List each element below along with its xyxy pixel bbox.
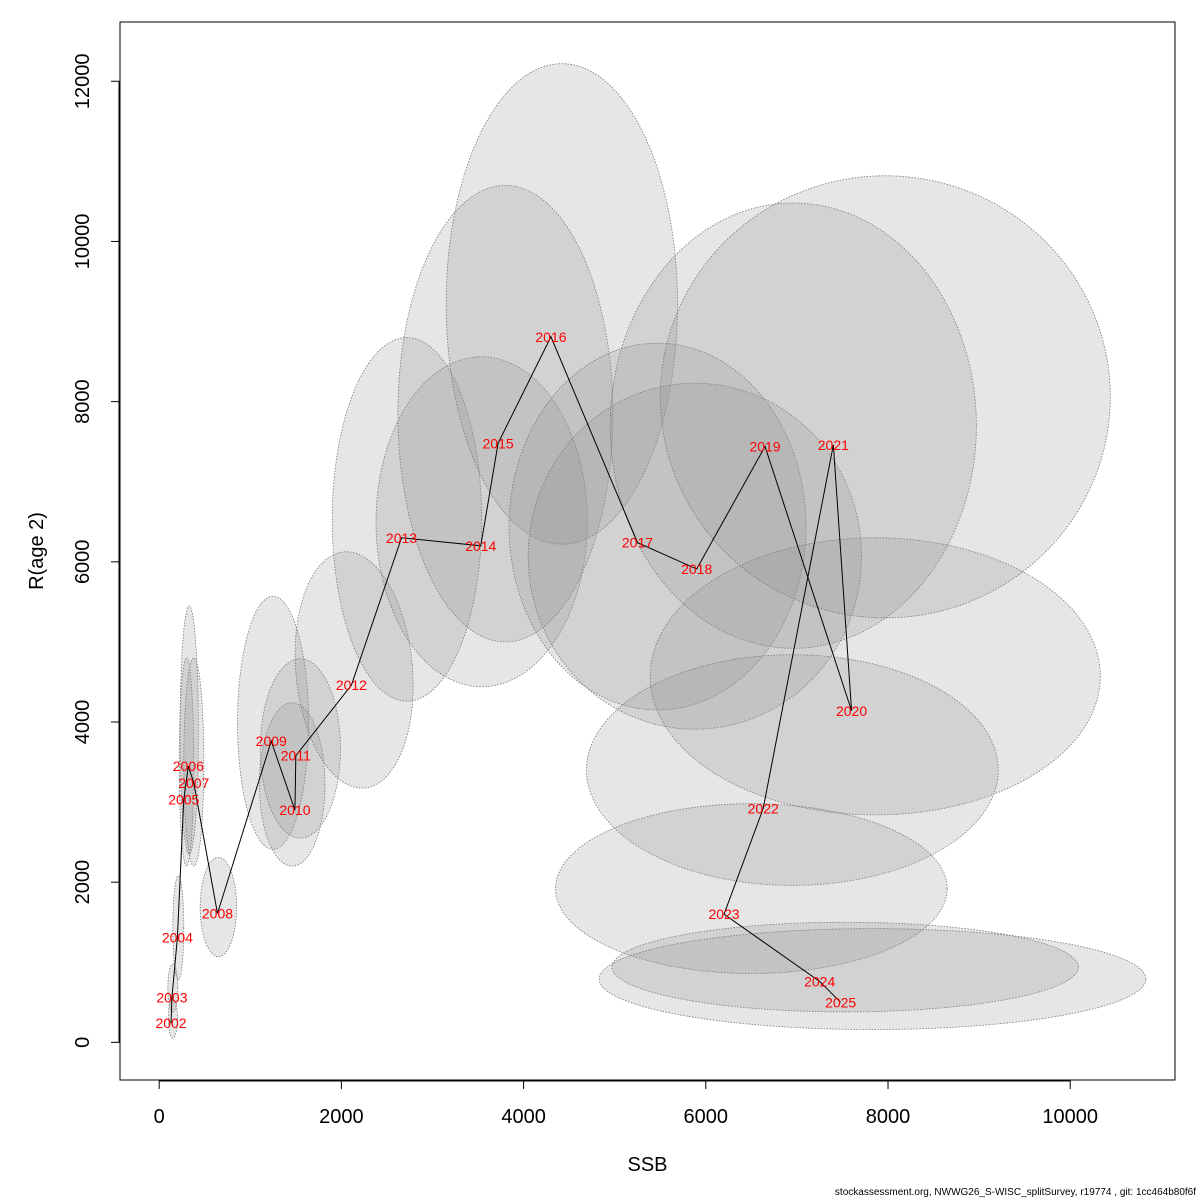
year-label-2019: 2019 xyxy=(749,438,780,454)
y-tick-label: 8000 xyxy=(72,379,94,424)
x-tick-label: 0 xyxy=(154,1106,165,1128)
trajectory-line xyxy=(170,335,853,1024)
x-tick-label: 10000 xyxy=(1042,1106,1098,1128)
ellipse-2017 xyxy=(508,342,807,711)
ellipse-2023 xyxy=(555,803,948,974)
year-label-2012: 2012 xyxy=(336,677,367,693)
year-label-2004: 2004 xyxy=(162,929,193,945)
ellipse-2013 xyxy=(331,337,483,702)
year-label-2013: 2013 xyxy=(386,530,417,546)
year-label-2025: 2025 xyxy=(825,994,856,1010)
year-label-2007: 2007 xyxy=(178,775,209,791)
y-axis-title: R(age 2) xyxy=(26,512,48,590)
ellipse-2014 xyxy=(375,356,588,688)
ellipse-2009 xyxy=(237,595,309,850)
year-label-2022: 2022 xyxy=(748,800,779,816)
year-label-2002: 2002 xyxy=(155,1015,186,1031)
year-label-2023: 2023 xyxy=(708,906,739,922)
ellipse-2016 xyxy=(445,63,678,545)
x-tick-label: 4000 xyxy=(501,1106,546,1128)
y-tick-label: 12000 xyxy=(72,53,94,109)
ellipse-2015 xyxy=(397,184,614,643)
year-label-2021: 2021 xyxy=(818,437,849,453)
year-label-2006: 2006 xyxy=(173,758,204,774)
year-label-2015: 2015 xyxy=(483,435,514,451)
ssb-recruitment-path xyxy=(170,335,853,1024)
confidence-ellipses xyxy=(167,63,1147,1039)
ellipse-2021 xyxy=(659,175,1111,619)
ellipse-2024 xyxy=(611,921,1079,1013)
ellipse-2007 xyxy=(183,657,205,867)
year-label-2014: 2014 xyxy=(465,538,496,554)
year-label-2003: 2003 xyxy=(156,990,187,1006)
x-tick-label: 6000 xyxy=(684,1106,729,1128)
year-label-2020: 2020 xyxy=(836,703,867,719)
y-tick-label: 10000 xyxy=(72,214,94,270)
ellipse-2010 xyxy=(258,702,326,867)
ellipse-2022 xyxy=(586,654,999,886)
year-label-2009: 2009 xyxy=(256,733,287,749)
y-tick-label: 2000 xyxy=(72,860,94,905)
plot-frame xyxy=(119,21,1176,1081)
year-label-2016: 2016 xyxy=(535,329,566,345)
year-label-2018: 2018 xyxy=(681,561,712,577)
footer-caption: stockassessment.org, NWWG26_S-WISC_split… xyxy=(834,1187,1196,1198)
y-tick-label: 4000 xyxy=(72,700,94,745)
ellipse-2025 xyxy=(598,928,1147,1030)
x-axis: 0 2000 4000 6000 8000 10000 xyxy=(154,1080,1098,1128)
y-tick-label: 6000 xyxy=(72,540,94,585)
year-label-2024: 2024 xyxy=(804,973,835,989)
year-label-2011: 2011 xyxy=(281,748,311,764)
year-label-2017: 2017 xyxy=(622,535,653,551)
x-axis-title: SSB xyxy=(627,1154,667,1176)
year-label-2010: 2010 xyxy=(279,802,310,818)
ellipse-2019 xyxy=(609,202,977,649)
ellipse-2020 xyxy=(649,537,1101,816)
ellipse-2011 xyxy=(259,658,341,839)
ellipse-2018 xyxy=(527,382,862,730)
year-label-2008: 2008 xyxy=(202,905,233,921)
x-tick-label: 8000 xyxy=(866,1106,911,1128)
year-label-2005: 2005 xyxy=(168,792,199,808)
y-tick-label: 0 xyxy=(72,1037,94,1048)
y-axis: 0 2000 4000 6000 8000 10000 12000 xyxy=(72,53,120,1048)
x-tick-label: 2000 xyxy=(319,1106,364,1128)
ellipse-2012 xyxy=(294,551,414,789)
